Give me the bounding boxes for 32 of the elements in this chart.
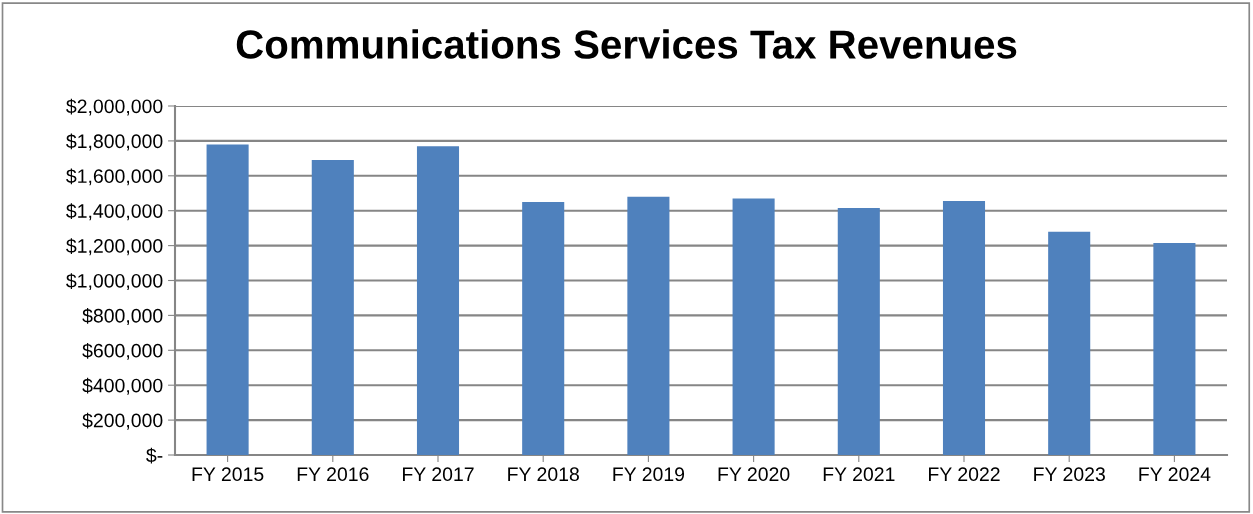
y-tick-label: $1,800,000 [66,133,163,151]
x-tick-label: FY 2022 [929,467,1000,482]
y-tick-label: $2,000,000 [66,98,163,116]
bar [627,196,670,455]
bar [837,208,880,455]
x-tick-label: FY 2018 [508,467,579,482]
bar [416,146,460,455]
x-tick-label: FY 2024 [1139,467,1211,482]
y-tick-label: $1,400,000 [66,203,163,221]
y-tick-label: $1,000,000 [66,273,163,291]
y-tick-label: $1,200,000 [66,238,163,256]
y-tick-label: $800,000 [82,308,163,325]
y-tick-label: $400,000 [82,377,163,395]
x-tick-label: FY 2023 [1034,467,1105,482]
y-tick-label: $1,600,000 [66,168,163,186]
x-tick-label: FY 2017 [403,467,474,482]
bar [1153,242,1196,455]
x-tick-label: FY 2019 [613,467,685,482]
x-tick-label: FY 2015 [192,467,264,482]
x-tick-label: FY 2020 [718,467,790,482]
x-tick-label: FY 2016 [297,467,369,482]
y-tick-label: $200,000 [82,412,163,430]
y-tick-label: $600,000 [82,342,163,360]
bar [311,160,354,455]
bar [1048,231,1091,455]
bar [522,201,565,455]
x-tick-label: FY 2021 [823,467,895,482]
y-tick-label: $- [146,447,163,464]
bar [732,198,775,455]
bar [206,144,249,455]
bar [942,201,986,455]
chart-title: Communications Services Tax Revenues [236,29,1017,59]
